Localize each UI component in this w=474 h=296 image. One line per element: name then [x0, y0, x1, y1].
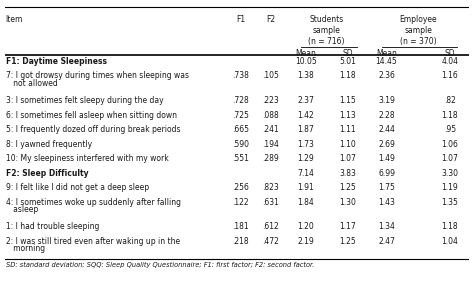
- Text: 3.19: 3.19: [378, 96, 395, 105]
- Text: SD: SD: [445, 49, 455, 57]
- Text: 1.18: 1.18: [441, 222, 458, 231]
- Text: 1.15: 1.15: [339, 96, 356, 105]
- Text: 1.84: 1.84: [297, 198, 314, 207]
- Text: .218: .218: [232, 237, 249, 246]
- Text: 1.17: 1.17: [339, 222, 356, 231]
- Text: 2.19: 2.19: [297, 237, 314, 246]
- Text: .631: .631: [263, 198, 279, 207]
- Text: .241: .241: [263, 125, 279, 134]
- Text: 1.10: 1.10: [339, 140, 356, 149]
- Text: .551: .551: [232, 154, 249, 163]
- Text: 1: I had trouble sleeping: 1: I had trouble sleeping: [6, 222, 99, 231]
- Text: F1: Daytime Sleepiness: F1: Daytime Sleepiness: [6, 57, 107, 66]
- Text: 2.69: 2.69: [378, 140, 395, 149]
- Text: 1.20: 1.20: [297, 222, 314, 231]
- Text: 1.19: 1.19: [441, 183, 458, 192]
- Text: F1: F1: [236, 15, 245, 25]
- Text: 2.37: 2.37: [297, 96, 314, 105]
- Text: .105: .105: [263, 71, 279, 81]
- Text: Students
sample
(n = 716): Students sample (n = 716): [309, 15, 345, 46]
- Text: 1.18: 1.18: [339, 71, 356, 81]
- Text: 1.73: 1.73: [297, 140, 314, 149]
- Text: 1.38: 1.38: [297, 71, 314, 81]
- Text: .122: .122: [232, 198, 249, 207]
- Text: not allowed: not allowed: [6, 79, 57, 88]
- Text: 1.06: 1.06: [441, 140, 458, 149]
- Text: 5.01: 5.01: [339, 57, 356, 66]
- Text: 1.16: 1.16: [441, 71, 458, 81]
- Text: .823: .823: [263, 183, 279, 192]
- Text: .82: .82: [444, 96, 456, 105]
- Text: Mean: Mean: [295, 49, 316, 57]
- Text: morning: morning: [6, 244, 45, 253]
- Text: 9: I felt like I did not get a deep sleep: 9: I felt like I did not get a deep slee…: [6, 183, 149, 192]
- Text: 1.04: 1.04: [441, 237, 458, 246]
- Text: 14.45: 14.45: [376, 57, 398, 66]
- Text: 8: I yawned frequently: 8: I yawned frequently: [6, 140, 92, 149]
- Text: 6: I sometimes fell asleep when sitting down: 6: I sometimes fell asleep when sitting …: [6, 111, 177, 120]
- Text: 2.44: 2.44: [378, 125, 395, 134]
- Text: 1.43: 1.43: [378, 198, 395, 207]
- Text: .223: .223: [263, 96, 279, 105]
- Text: 1.49: 1.49: [378, 154, 395, 163]
- Text: 2.28: 2.28: [378, 111, 395, 120]
- Text: 1.25: 1.25: [339, 237, 356, 246]
- Text: 3.30: 3.30: [441, 169, 458, 178]
- Text: 1.34: 1.34: [378, 222, 395, 231]
- Text: 2: I was still tired even after waking up in the: 2: I was still tired even after waking u…: [6, 237, 180, 246]
- Text: 1.25: 1.25: [339, 183, 356, 192]
- Text: 1.07: 1.07: [339, 154, 356, 163]
- Text: 3: I sometimes felt sleepy during the day: 3: I sometimes felt sleepy during the da…: [6, 96, 164, 105]
- Text: 1.35: 1.35: [441, 198, 458, 207]
- Text: .194: .194: [263, 140, 279, 149]
- Text: 1.30: 1.30: [339, 198, 356, 207]
- Text: 1.18: 1.18: [441, 111, 458, 120]
- Text: SD: standard deviation; SQQ: Sleep Quality Questionnaire; F1: first factor; F2: : SD: standard deviation; SQQ: Sleep Quali…: [6, 262, 314, 268]
- Text: 4.04: 4.04: [441, 57, 458, 66]
- Text: 1.42: 1.42: [297, 111, 314, 120]
- Text: 7: I got drowsy during times when sleeping was: 7: I got drowsy during times when sleepi…: [6, 71, 189, 81]
- Text: .665: .665: [232, 125, 249, 134]
- Text: 1.07: 1.07: [441, 154, 458, 163]
- Text: 10: My sleepiness interfered with my work: 10: My sleepiness interfered with my wor…: [6, 154, 168, 163]
- Text: 1.91: 1.91: [297, 183, 314, 192]
- Text: 2.36: 2.36: [378, 71, 395, 81]
- Text: 4: I sometimes woke up suddenly after falling: 4: I sometimes woke up suddenly after fa…: [6, 198, 181, 207]
- Text: .728: .728: [232, 96, 249, 105]
- Text: 3.83: 3.83: [339, 169, 356, 178]
- Text: .289: .289: [263, 154, 279, 163]
- Text: F2: F2: [266, 15, 275, 25]
- Text: SD: SD: [342, 49, 353, 57]
- Text: 7.14: 7.14: [297, 169, 314, 178]
- Text: .738: .738: [232, 71, 249, 81]
- Text: .590: .590: [232, 140, 249, 149]
- Text: 5: I frequently dozed off during break periods: 5: I frequently dozed off during break p…: [6, 125, 180, 134]
- Text: .95: .95: [444, 125, 456, 134]
- Text: Item: Item: [6, 15, 23, 25]
- Text: Mean: Mean: [376, 49, 397, 57]
- Text: 6.99: 6.99: [378, 169, 395, 178]
- Text: 1.11: 1.11: [339, 125, 356, 134]
- Text: 1.29: 1.29: [297, 154, 314, 163]
- Text: 1.87: 1.87: [297, 125, 314, 134]
- Text: 2.47: 2.47: [378, 237, 395, 246]
- Text: .472: .472: [263, 237, 279, 246]
- Text: 1.13: 1.13: [339, 111, 356, 120]
- Text: .088: .088: [263, 111, 279, 120]
- Text: .725: .725: [232, 111, 249, 120]
- Text: F2: Sleep Difficulty: F2: Sleep Difficulty: [6, 169, 88, 178]
- Text: 1.75: 1.75: [378, 183, 395, 192]
- Text: .256: .256: [232, 183, 249, 192]
- Text: 10.05: 10.05: [295, 57, 317, 66]
- Text: asleep: asleep: [6, 205, 38, 214]
- Text: Employee
sample
(n = 370): Employee sample (n = 370): [400, 15, 437, 46]
- Text: .612: .612: [263, 222, 279, 231]
- Text: .181: .181: [232, 222, 249, 231]
